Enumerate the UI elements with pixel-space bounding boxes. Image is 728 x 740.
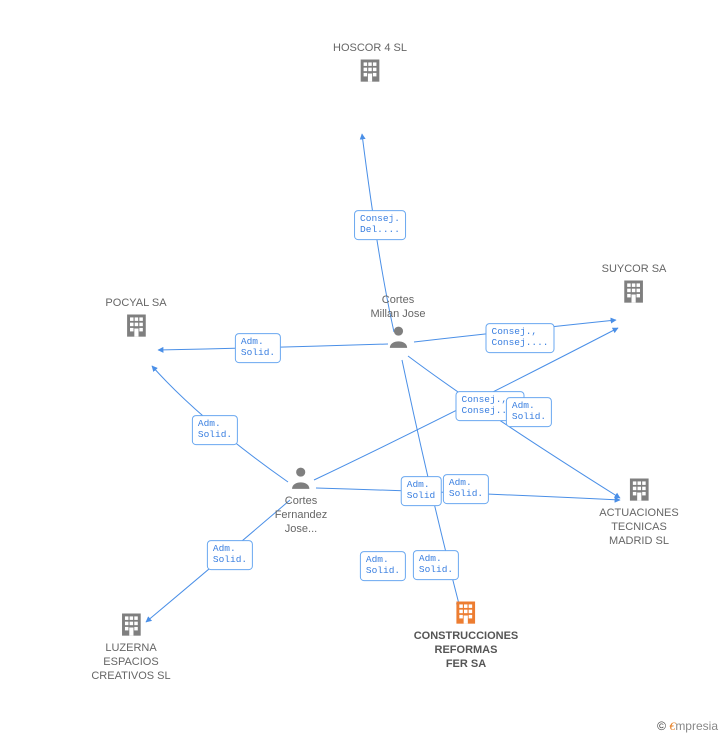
node-construcciones[interactable]: CONSTRUCCIONES REFORMAS FER SA [414,598,519,671]
edge-label: Consej. Del.... [354,210,406,240]
edge-label: Adm. Solid. [235,333,281,363]
node-label: SUYCOR SA [602,263,667,277]
node-label: POCYAL SA [105,297,166,311]
building-icon [452,598,480,626]
edge-label: Adm. Solid. [192,415,238,445]
node-pocyal[interactable]: POCYAL SA [105,293,166,339]
person-icon [288,463,314,491]
edge-label: Adm. Solid. [207,540,253,570]
copyright-symbol: © [657,719,666,733]
person-icon [385,322,411,350]
node-suycor[interactable]: SUYCOR SA [602,259,667,305]
edge-label: Adm. Solid. [443,474,489,504]
node-actuaciones[interactable]: ACTUACIONES TECNICAS MADRID SL [599,475,678,548]
building-icon [620,277,648,305]
building-icon [356,56,384,84]
node-fernandez[interactable]: Cortes Fernandez Jose... [275,463,328,536]
watermark: © €mpresia [657,719,718,734]
node-label: Cortes Fernandez Jose... [275,495,328,536]
watermark-brand-rest: mpresia [675,719,718,733]
edge-label: Adm. Solid [401,476,442,506]
edge-label: Adm. Solid. [413,550,459,580]
node-millan[interactable]: Cortes Millan Jose [370,290,425,350]
building-icon [625,475,653,503]
edge-label: Adm. Solid. [360,551,406,581]
node-label: CONSTRUCCIONES REFORMAS FER SA [414,630,519,671]
node-label: ACTUACIONES TECNICAS MADRID SL [599,507,678,548]
node-hoscor[interactable]: HOSCOR 4 SL [333,38,407,84]
node-label: LUZERNA ESPACIOS CREATIVOS SL [91,642,170,683]
edge-label: Consej., Consej.... [485,323,554,353]
edge-label: Adm. Solid. [506,397,552,427]
node-label: HOSCOR 4 SL [333,42,407,56]
node-luzerna[interactable]: LUZERNA ESPACIOS CREATIVOS SL [91,610,170,683]
building-icon [117,610,145,638]
building-icon [122,311,150,339]
network-canvas: HOSCOR 4 SL SUYCOR SA POCYAL SA [0,0,728,740]
node-label: Cortes Millan Jose [370,294,425,322]
